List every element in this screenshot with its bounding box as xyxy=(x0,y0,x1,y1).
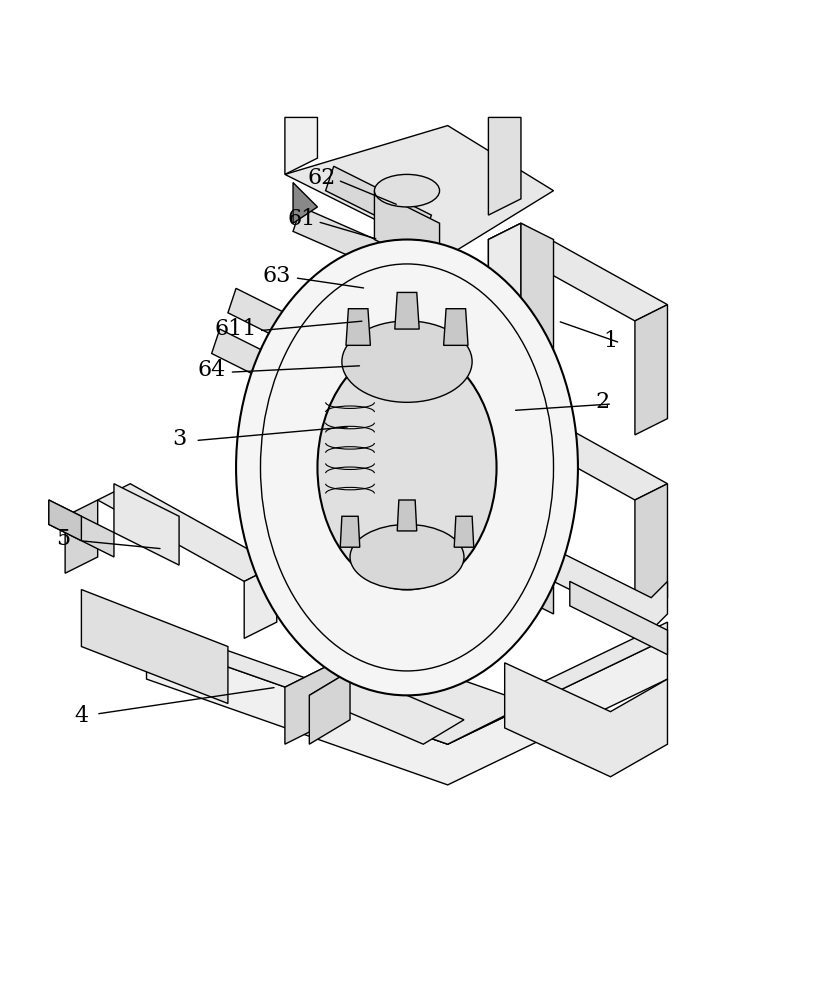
Text: 3: 3 xyxy=(172,428,186,450)
Polygon shape xyxy=(374,191,440,272)
Polygon shape xyxy=(49,500,81,541)
Polygon shape xyxy=(488,223,667,321)
Polygon shape xyxy=(98,484,277,581)
Polygon shape xyxy=(285,647,529,744)
Ellipse shape xyxy=(236,240,578,695)
Polygon shape xyxy=(521,223,554,614)
Polygon shape xyxy=(326,166,431,240)
Polygon shape xyxy=(147,638,667,785)
Polygon shape xyxy=(228,288,317,353)
Text: 64: 64 xyxy=(198,359,225,381)
Text: 4: 4 xyxy=(74,705,89,727)
Polygon shape xyxy=(505,663,667,777)
Polygon shape xyxy=(397,500,417,531)
Polygon shape xyxy=(81,590,228,704)
Ellipse shape xyxy=(342,321,472,402)
Polygon shape xyxy=(454,516,474,547)
Polygon shape xyxy=(488,223,521,353)
Text: 2: 2 xyxy=(595,391,610,413)
Text: 63: 63 xyxy=(263,265,291,287)
Polygon shape xyxy=(285,647,366,744)
Polygon shape xyxy=(147,622,667,744)
Polygon shape xyxy=(309,671,350,744)
Polygon shape xyxy=(293,183,317,223)
Polygon shape xyxy=(395,292,419,329)
Polygon shape xyxy=(285,126,554,256)
Ellipse shape xyxy=(350,524,464,590)
Polygon shape xyxy=(488,402,667,500)
Polygon shape xyxy=(293,207,431,288)
Polygon shape xyxy=(309,671,464,744)
Ellipse shape xyxy=(317,345,497,590)
Polygon shape xyxy=(635,484,667,614)
Polygon shape xyxy=(635,305,667,435)
Polygon shape xyxy=(554,549,667,630)
Polygon shape xyxy=(65,500,98,573)
Text: 611: 611 xyxy=(215,318,257,340)
Polygon shape xyxy=(570,581,667,655)
Polygon shape xyxy=(340,516,360,547)
Polygon shape xyxy=(244,565,277,638)
Polygon shape xyxy=(114,484,179,565)
Polygon shape xyxy=(488,223,521,614)
Polygon shape xyxy=(285,117,317,174)
Text: 61: 61 xyxy=(287,208,315,230)
Text: 1: 1 xyxy=(603,330,618,352)
Polygon shape xyxy=(444,309,468,345)
Polygon shape xyxy=(346,309,370,345)
Polygon shape xyxy=(212,329,301,394)
Text: 62: 62 xyxy=(308,167,335,189)
Polygon shape xyxy=(49,500,114,557)
Polygon shape xyxy=(488,117,521,215)
Text: 5: 5 xyxy=(56,528,71,550)
Ellipse shape xyxy=(374,174,440,207)
